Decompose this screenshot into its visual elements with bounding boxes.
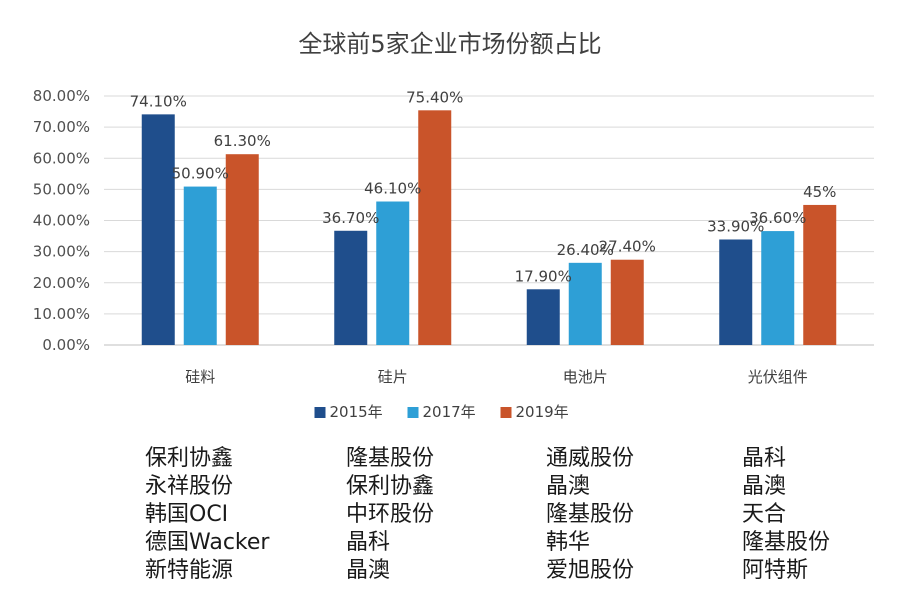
category-label: 光伏组件 <box>748 368 808 386</box>
bar <box>141 114 175 346</box>
company-name: 晶科 <box>742 446 787 471</box>
data-label: 45% <box>803 183 836 201</box>
data-label: 26.40% <box>557 241 614 259</box>
category-label: 电池片 <box>563 368 608 386</box>
legend-label: 2017年 <box>423 403 476 421</box>
data-label: 33.90% <box>707 217 764 235</box>
data-label: 27.40% <box>599 238 656 256</box>
company-column-1: 保利协鑫 永祥股份 韩国OCI 德国Wacker 新特能源 <box>145 445 269 585</box>
company-lists: 保利协鑫 永祥股份 韩国OCI 德国Wacker 新特能源 隆基股份 保利协鑫 … <box>0 445 900 615</box>
company-column-4: 晶科 晶澳 天合 隆基股份 阿特斯 <box>742 445 830 585</box>
data-label: 74.10% <box>130 92 187 110</box>
bar <box>568 262 602 345</box>
company-name: 隆基股份 <box>742 530 831 555</box>
bar <box>183 186 217 345</box>
y-tick-label: 20.00% <box>33 274 90 292</box>
company-name: 隆基股份 <box>346 446 435 471</box>
data-label: 75.40% <box>406 88 463 106</box>
data-label: 17.90% <box>515 267 572 285</box>
company-name: 晶澳 <box>546 474 591 499</box>
bar-chart: 全球前5家企业市场份额占比 0.00% 10.00% 20.00% 30.00% 40.… <box>33 30 874 421</box>
company-column-2: 隆基股份 保利协鑫 中环股份 晶科 晶澳 <box>346 445 434 585</box>
company-name: 通威股份 <box>546 446 635 471</box>
y-tick-label: 40.00% <box>33 212 90 230</box>
data-label: 61.30% <box>214 132 271 150</box>
y-tick-label: 50.00% <box>33 180 90 198</box>
y-tick-label: 60.00% <box>33 149 90 167</box>
data-label: 36.60% <box>749 209 806 227</box>
bar <box>418 110 452 345</box>
legend-label: 2015年 <box>330 403 383 421</box>
y-tick-label: 80.00% <box>33 87 90 105</box>
company-name: 晶澳 <box>742 474 787 499</box>
company-column-3: 通威股份 晶澳 隆基股份 韩华 爱旭股份 <box>546 445 634 585</box>
company-name: 德国Wacker <box>145 530 270 555</box>
data-label: 50.90% <box>172 165 229 183</box>
company-name: 保利协鑫 <box>346 474 435 499</box>
company-name: 韩国OCI <box>145 502 229 527</box>
y-tick-label: 10.00% <box>33 305 90 323</box>
bar <box>376 201 410 345</box>
company-name: 晶科 <box>346 530 391 555</box>
category-label: 硅片 <box>378 368 408 386</box>
company-name: 隆基股份 <box>546 502 635 527</box>
bar <box>803 204 837 345</box>
company-name: 永祥股份 <box>145 474 234 499</box>
bar <box>610 259 644 345</box>
data-label: 36.70% <box>322 209 379 227</box>
y-tick-label: 0.00% <box>42 336 90 354</box>
bar <box>526 289 560 345</box>
chart-title: 全球前5家企业市场份额占比 <box>298 30 601 58</box>
legend-label: 2019年 <box>516 403 569 421</box>
company-name: 晶澳 <box>346 558 391 583</box>
company-name: 中环股份 <box>346 502 435 527</box>
legend-swatch <box>314 407 326 418</box>
y-tick-label: 70.00% <box>33 118 90 136</box>
bar <box>761 231 795 345</box>
bar <box>225 154 259 345</box>
data-label: 46.10% <box>364 180 421 198</box>
company-name: 保利协鑫 <box>145 446 234 471</box>
legend-swatch <box>407 407 419 418</box>
company-name: 阿特斯 <box>742 558 809 583</box>
bar <box>719 239 753 345</box>
company-name: 韩华 <box>546 530 591 555</box>
company-name: 爱旭股份 <box>546 558 635 583</box>
company-name: 天合 <box>742 502 787 527</box>
bar <box>334 230 368 345</box>
y-tick-label: 30.00% <box>33 243 90 261</box>
category-label: 硅料 <box>185 368 215 386</box>
legend-swatch <box>500 407 512 418</box>
company-name: 新特能源 <box>145 558 234 583</box>
